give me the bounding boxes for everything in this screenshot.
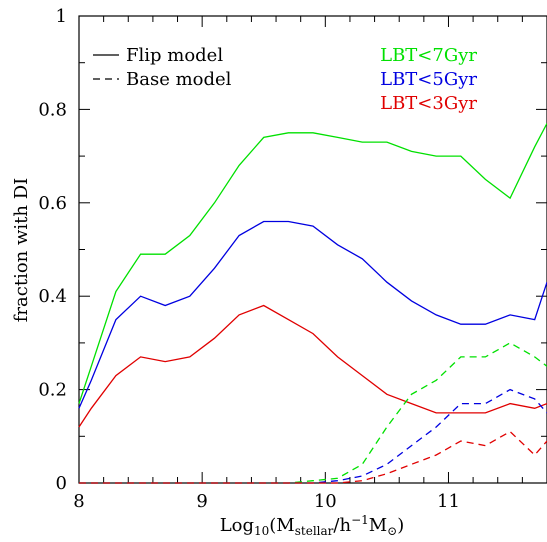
x-tick-label: 10 (314, 491, 337, 512)
color-legend: LBT<7Gyr LBT<5Gyr LBT<3Gyr (380, 45, 477, 114)
legend-lbt5: LBT<5Gyr (380, 69, 477, 90)
axis-tick-labels: 8 9 10 11 0 0.2 0.4 0.6 0.8 1 (38, 6, 460, 512)
x-label-sup: −1 (351, 513, 369, 527)
y-tick-label: 0 (56, 473, 67, 494)
legend-base-label: Base model (126, 69, 232, 90)
series-line-lbt3gyr-flip (78, 304, 547, 428)
x-label-close: ) (397, 515, 404, 536)
x-axis-label: Log10(Mstellar/h−1M⊙) (220, 513, 405, 538)
axis-ticks (78, 15, 547, 484)
series-lines (78, 123, 547, 484)
x-label-stellar-sub: stellar (295, 524, 334, 538)
style-legend: Flip model Base model (93, 45, 232, 90)
x-label-open: (M (269, 515, 294, 536)
x-tick-label: 9 (196, 491, 207, 512)
y-tick-label: 0.6 (38, 193, 67, 214)
x-label-msun: M (369, 515, 387, 536)
series-line-lbt7gyr-flip (78, 123, 547, 404)
series-line-lbt3gyr-base (79, 430, 547, 484)
y-tick-label: 1 (56, 6, 67, 27)
x-tick-label: 11 (437, 491, 460, 512)
y-axis-label: fraction with DI (11, 178, 32, 322)
legend-lbt7: LBT<7Gyr (380, 45, 477, 66)
x-label-log: Log (220, 515, 254, 536)
y-tick-label: 0.4 (38, 286, 67, 307)
series-line-lbt5gyr-flip (78, 220, 547, 409)
x-label-middle: /h (333, 515, 351, 536)
y-tick-label: 0.8 (38, 99, 67, 120)
legend-flip-label: Flip model (126, 45, 223, 66)
x-label-sun-symbol: ⊙ (387, 524, 397, 538)
x-tick-label: 8 (73, 491, 84, 512)
x-label-log-sub: 10 (254, 524, 269, 538)
legend-lbt3: LBT<3Gyr (380, 93, 477, 114)
series-line-lbt5gyr-base (79, 388, 547, 484)
series-line-lbt7gyr-base (79, 342, 547, 484)
y-tick-label: 0.2 (38, 380, 67, 401)
